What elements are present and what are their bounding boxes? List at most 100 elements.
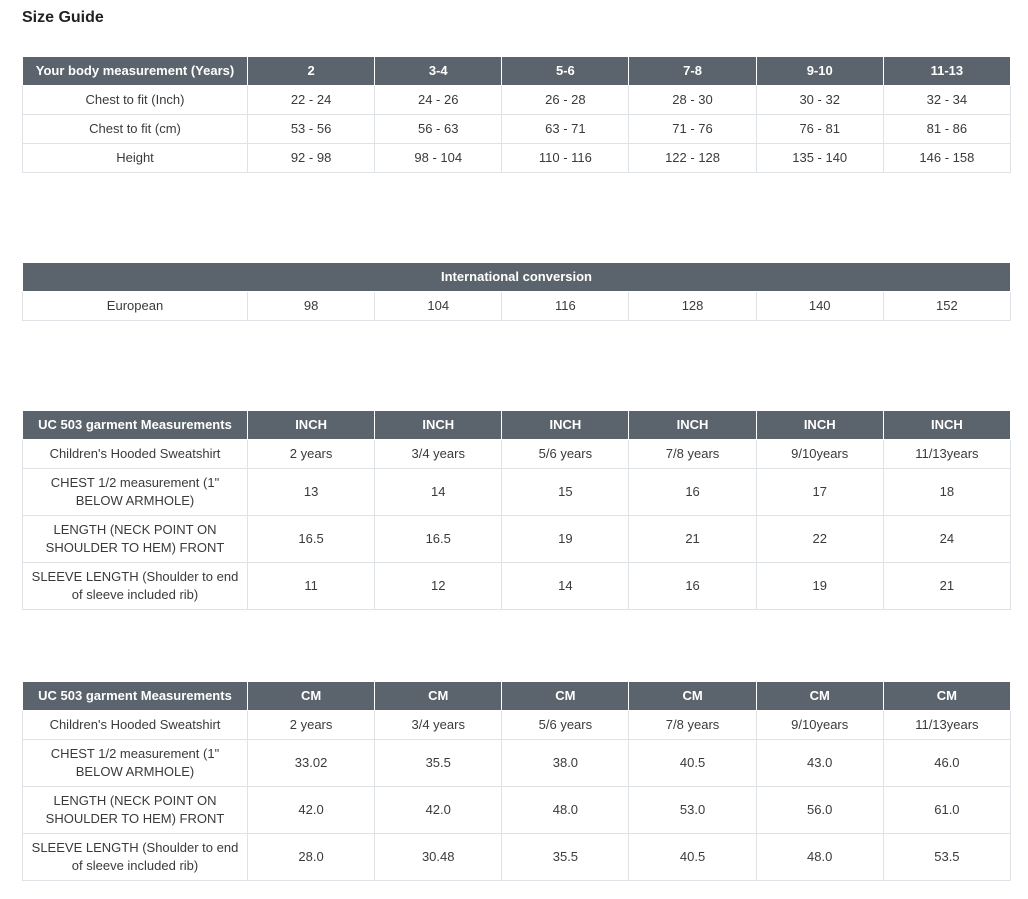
table-header-row: UC 503 garment Measurements INCH INCH IN…	[22, 410, 1012, 440]
row-label: Height	[22, 143, 248, 173]
table-cell: 71 - 76	[628, 114, 757, 144]
header-cell: UC 503 garment Measurements	[22, 410, 248, 440]
header-cell: INCH	[374, 410, 503, 440]
table-cell: 18	[882, 468, 1012, 516]
row-label: LENGTH (NECK POINT ON SHOULDER TO HEM) F…	[22, 786, 248, 834]
table-cell: 7/8 years	[628, 710, 757, 740]
table-cell: 16.5	[246, 515, 376, 563]
header-cell: International conversion	[22, 262, 1011, 292]
table-row: SLEEVE LENGTH (Shoulder to end of sleeve…	[22, 562, 1012, 610]
table-cell: 140	[755, 291, 884, 321]
table-cell: 81 - 86	[882, 114, 1012, 144]
table-cell: 92 - 98	[246, 143, 376, 173]
header-cell: CM	[628, 681, 757, 711]
row-label: Chest to fit (Inch)	[22, 85, 248, 115]
header-cell: INCH	[882, 410, 1012, 440]
table-row: CHEST 1/2 measurement (1" BELOW ARMHOLE)…	[22, 468, 1012, 516]
table-row: SLEEVE LENGTH (Shoulder to end of sleeve…	[22, 833, 1012, 881]
table-cell: 122 - 128	[628, 143, 757, 173]
table-cell: 110 - 116	[501, 143, 630, 173]
table-cell: 9/10years	[755, 439, 884, 469]
table-cell: 12	[374, 562, 503, 610]
table-cell: 5/6 years	[501, 439, 630, 469]
table-cell: 30 - 32	[755, 85, 884, 115]
table-cell: 19	[501, 515, 630, 563]
table-cell: 40.5	[628, 833, 757, 881]
table-header-row: Your body measurement (Years) 2 3-4 5-6 …	[22, 56, 1012, 86]
table-cell: 76 - 81	[755, 114, 884, 144]
table-cell: 35.5	[501, 833, 630, 881]
header-cell: 5-6	[501, 56, 630, 86]
table-cell: 3/4 years	[374, 439, 503, 469]
table-cell: 16.5	[374, 515, 503, 563]
table-header-row: UC 503 garment Measurements CM CM CM CM …	[22, 681, 1012, 711]
row-label: European	[22, 291, 248, 321]
row-label: SLEEVE LENGTH (Shoulder to end of sleeve…	[22, 562, 248, 610]
table-cell: 21	[628, 515, 757, 563]
table-row: LENGTH (NECK POINT ON SHOULDER TO HEM) F…	[22, 786, 1012, 834]
table-row: LENGTH (NECK POINT ON SHOULDER TO HEM) F…	[22, 515, 1012, 563]
table-cell: 11	[246, 562, 376, 610]
header-cell: UC 503 garment Measurements	[22, 681, 248, 711]
table-cell: 14	[374, 468, 503, 516]
table-cell: 30.48	[374, 833, 503, 881]
table-cell: 104	[374, 291, 503, 321]
header-cell: 9-10	[755, 56, 884, 86]
table-cell: 24 - 26	[374, 85, 503, 115]
table-cell: 32 - 34	[882, 85, 1012, 115]
header-cell: CM	[246, 681, 376, 711]
table-cell: 24	[882, 515, 1012, 563]
garment-cm-table: UC 503 garment Measurements CM CM CM CM …	[22, 681, 1012, 881]
header-cell: 11-13	[882, 56, 1012, 86]
table-cell: 16	[628, 468, 757, 516]
row-label: Children's Hooded Sweatshirt	[22, 710, 248, 740]
table-cell: 56 - 63	[374, 114, 503, 144]
table-row: CHEST 1/2 measurement (1" BELOW ARMHOLE)…	[22, 739, 1012, 787]
header-cell: CM	[882, 681, 1012, 711]
table-cell: 28.0	[246, 833, 376, 881]
table-cell: 3/4 years	[374, 710, 503, 740]
table-cell: 28 - 30	[628, 85, 757, 115]
table-cell: 63 - 71	[501, 114, 630, 144]
table-cell: 17	[755, 468, 884, 516]
header-cell: 2	[246, 56, 376, 86]
table-cell: 2 years	[246, 439, 376, 469]
table-cell: 15	[501, 468, 630, 516]
table-cell: 35.5	[374, 739, 503, 787]
row-label: SLEEVE LENGTH (Shoulder to end of sleeve…	[22, 833, 248, 881]
table-cell: 13	[246, 468, 376, 516]
row-label: Children's Hooded Sweatshirt	[22, 439, 248, 469]
table-cell: 56.0	[755, 786, 884, 834]
header-cell: INCH	[501, 410, 630, 440]
header-cell: CM	[755, 681, 884, 711]
table-cell: 48.0	[501, 786, 630, 834]
table-cell: 53 - 56	[246, 114, 376, 144]
body-measurement-table: Your body measurement (Years) 2 3-4 5-6 …	[22, 56, 1012, 173]
table-cell: 22	[755, 515, 884, 563]
table-cell: 98	[246, 291, 376, 321]
table-cell: 7/8 years	[628, 439, 757, 469]
table-cell: 11/13years	[882, 439, 1012, 469]
international-conversion-table: International conversion European 98 104…	[22, 262, 1012, 321]
table-cell: 61.0	[882, 786, 1012, 834]
table-cell: 11/13years	[882, 710, 1012, 740]
table-cell: 33.02	[246, 739, 376, 787]
table-row: Children's Hooded Sweatshirt 2 years 3/4…	[22, 439, 1012, 469]
table-cell: 43.0	[755, 739, 884, 787]
table-cell: 53.5	[882, 833, 1012, 881]
table-cell: 152	[882, 291, 1012, 321]
table-cell: 42.0	[374, 786, 503, 834]
header-cell: INCH	[755, 410, 884, 440]
table-cell: 5/6 years	[501, 710, 630, 740]
table-cell: 116	[501, 291, 630, 321]
table-row: Height 92 - 98 98 - 104 110 - 116 122 - …	[22, 143, 1012, 173]
table-row: Chest to fit (Inch) 22 - 24 24 - 26 26 -…	[22, 85, 1012, 115]
table-cell: 14	[501, 562, 630, 610]
table-cell: 135 - 140	[755, 143, 884, 173]
table-cell: 98 - 104	[374, 143, 503, 173]
table-cell: 19	[755, 562, 884, 610]
table-cell: 53.0	[628, 786, 757, 834]
table-row: Children's Hooded Sweatshirt 2 years 3/4…	[22, 710, 1012, 740]
row-label: CHEST 1/2 measurement (1" BELOW ARMHOLE)	[22, 739, 248, 787]
table-cell: 2 years	[246, 710, 376, 740]
